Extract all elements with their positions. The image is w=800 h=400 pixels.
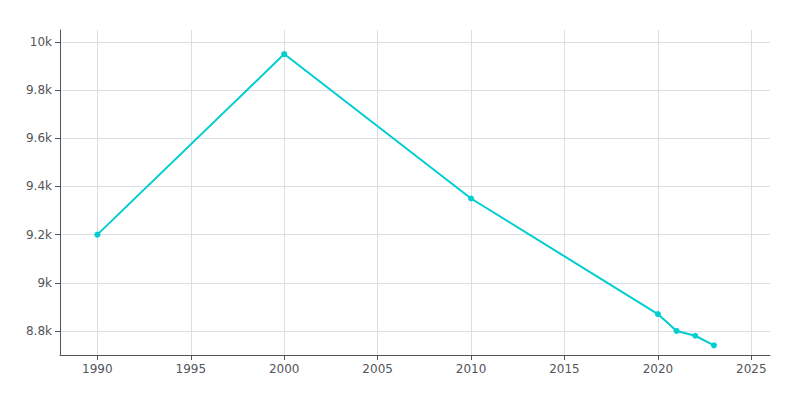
svg-text:2005: 2005 [362, 362, 393, 376]
svg-text:1995: 1995 [176, 362, 207, 376]
svg-text:9.4k: 9.4k [26, 179, 52, 193]
svg-text:8.8k: 8.8k [26, 324, 52, 338]
svg-text:2015: 2015 [549, 362, 580, 376]
svg-text:9.6k: 9.6k [26, 131, 52, 145]
svg-text:9k: 9k [37, 276, 52, 290]
svg-text:2000: 2000 [269, 362, 300, 376]
svg-text:1990: 1990 [82, 362, 113, 376]
svg-text:9.2k: 9.2k [26, 228, 52, 242]
svg-text:2020: 2020 [643, 362, 674, 376]
svg-text:2010: 2010 [456, 362, 487, 376]
svg-text:10k: 10k [30, 35, 52, 49]
svg-text:9.8k: 9.8k [26, 83, 52, 97]
svg-text:2025: 2025 [736, 362, 767, 376]
